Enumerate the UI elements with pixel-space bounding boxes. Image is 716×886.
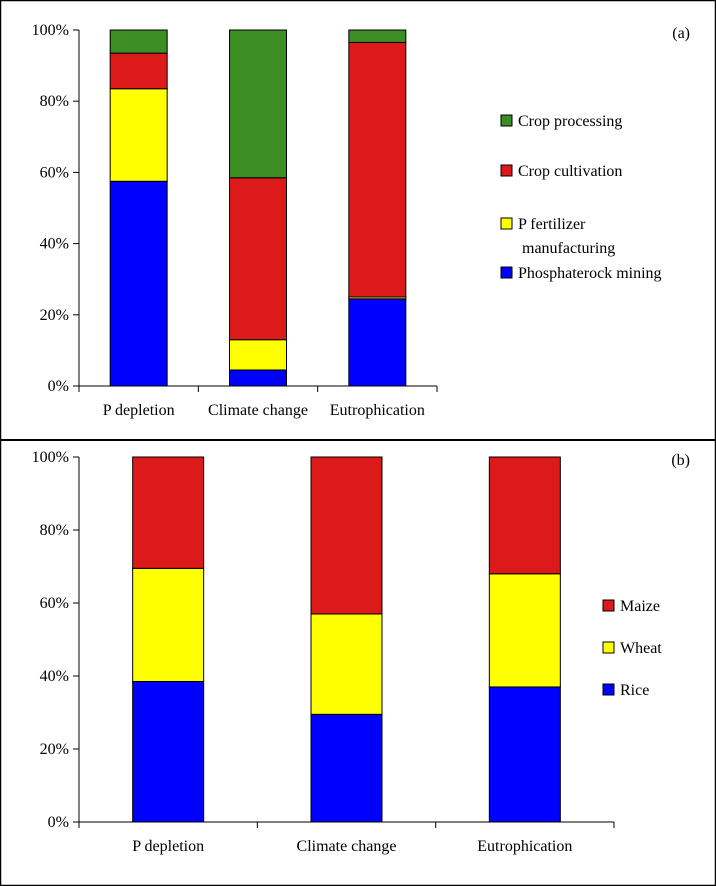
bar-segment: [109, 29, 168, 54]
legend-swatch: [500, 266, 513, 279]
x-category-label: P depletion: [103, 402, 175, 419]
bar-segment: [229, 29, 287, 179]
legend-label: Crop cultivation: [518, 163, 622, 180]
panel-label: (b): [671, 452, 690, 469]
bar-segment: [132, 567, 205, 682]
chart-panel-a: 0% 20% 40% 60% 80% 100% P depletion Climate cha…: [32, 22, 690, 419]
y-tick-label: 20%: [40, 307, 69, 324]
bar-segment: [348, 29, 407, 43]
y-tick-label: 80%: [40, 93, 69, 110]
legend-label: manufacturing: [522, 240, 615, 257]
bar-segment: [132, 456, 205, 569]
bar-segment: [348, 298, 407, 387]
bar-segment: [310, 456, 383, 615]
bar-segment: [310, 713, 383, 823]
y-tick-label: 20%: [40, 741, 69, 758]
x-category-label: Climate change: [208, 402, 308, 419]
y-tick-label: 0%: [48, 378, 69, 395]
x-category-label: Climate change: [297, 838, 397, 855]
legend-label: Wheat: [620, 640, 662, 657]
y-tick-label: 60%: [40, 595, 69, 612]
x-category-label: Eutrophication: [477, 838, 572, 855]
legend-swatch: [602, 599, 615, 612]
y-tick-label: 40%: [40, 668, 69, 685]
bar-segment: [488, 686, 561, 823]
legend-label: Rice: [620, 682, 649, 699]
bar-segment: [488, 573, 561, 688]
panel-label: (a): [672, 25, 690, 42]
y-tick-label: 100%: [32, 449, 69, 466]
bar-segment: [109, 52, 168, 90]
bar-segment: [229, 177, 287, 341]
legend-label: Crop processing: [518, 113, 622, 130]
legend-swatch: [602, 683, 615, 696]
bar-segment: [132, 680, 205, 823]
x-category-label: Eutrophication: [330, 402, 425, 419]
legend-label: P fertilizer: [518, 216, 586, 233]
bar-segment: [109, 88, 168, 182]
bar-segment: [229, 339, 287, 371]
legend-swatch: [500, 164, 513, 177]
y-tick-label: 80%: [40, 522, 69, 539]
x-category-label: P depletion: [132, 838, 204, 855]
y-tick-label: 0%: [48, 814, 69, 831]
y-tick-label: 40%: [40, 236, 69, 253]
y-tick-label: 60%: [40, 164, 69, 181]
legend-label: Phosphaterock mining: [518, 265, 662, 282]
bar-segment: [229, 369, 287, 387]
legend-swatch: [500, 114, 513, 127]
legend-label: Maize: [620, 598, 660, 615]
bar-segment: [109, 180, 168, 387]
bar-segment: [348, 41, 407, 298]
legend-swatch: [602, 641, 615, 654]
legend-swatch: [500, 217, 513, 230]
chart-panel-b: 0% 20% 40% 60% 80% 100% P depletion Climate cha…: [32, 449, 690, 855]
bar-segment: [488, 456, 561, 575]
y-tick-label: 100%: [32, 22, 69, 39]
bar-segment: [310, 613, 383, 715]
